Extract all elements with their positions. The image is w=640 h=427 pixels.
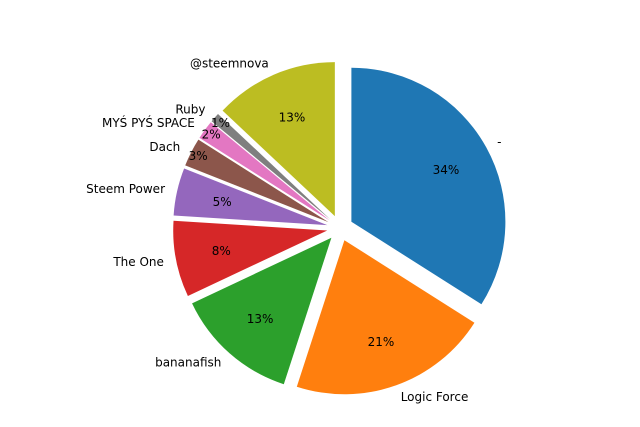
pie-slice-my-py-space <box>199 122 330 221</box>
pie-slice-name-steemnova: @steemnova <box>190 57 269 71</box>
pie-slice-name-ruby: Ruby <box>175 103 205 117</box>
pie-slice-steemnova <box>222 62 335 217</box>
pie-slice-slice-0 <box>351 67 506 305</box>
pie-slice-name-dach: Dach <box>149 140 180 154</box>
pie-slice-name-bananafish: bananafish <box>155 356 221 370</box>
pie-slice-name-the-one: The One <box>112 255 164 269</box>
pie-percent-label-my-py-space: 2% <box>202 128 221 142</box>
pie-percent-label-bananafish: 13% <box>247 312 274 326</box>
pie-percent-label-ruby: 1% <box>211 116 230 130</box>
pie-percent-label-steem-power: 5% <box>213 195 232 209</box>
pie-slice-name-slice-0: - <box>497 135 501 149</box>
pie-percent-label-the-one: 8% <box>212 244 231 258</box>
pie-slice-bananafish <box>192 237 332 385</box>
pie-slice-name-steem-power: Steem Power <box>86 182 165 196</box>
pie-slice-dach <box>185 139 329 223</box>
pie-slice-the-one <box>173 220 328 297</box>
pie-slice-ruby <box>211 113 331 220</box>
pie-slice-logic-force <box>296 240 475 395</box>
pie-slice-name-my-py-space: MYŚ PYŚ SPACE <box>102 115 195 130</box>
pie-slice-name-logic-force: Logic Force <box>401 390 469 404</box>
pie-percent-label-steemnova: 13% <box>279 110 306 124</box>
pie-percent-label-slice-0: 34% <box>433 163 460 177</box>
pie-slice-steem-power <box>173 168 328 226</box>
pie-percent-label-dach: 3% <box>189 149 208 163</box>
pie-percent-label-logic-force: 21% <box>368 335 395 349</box>
